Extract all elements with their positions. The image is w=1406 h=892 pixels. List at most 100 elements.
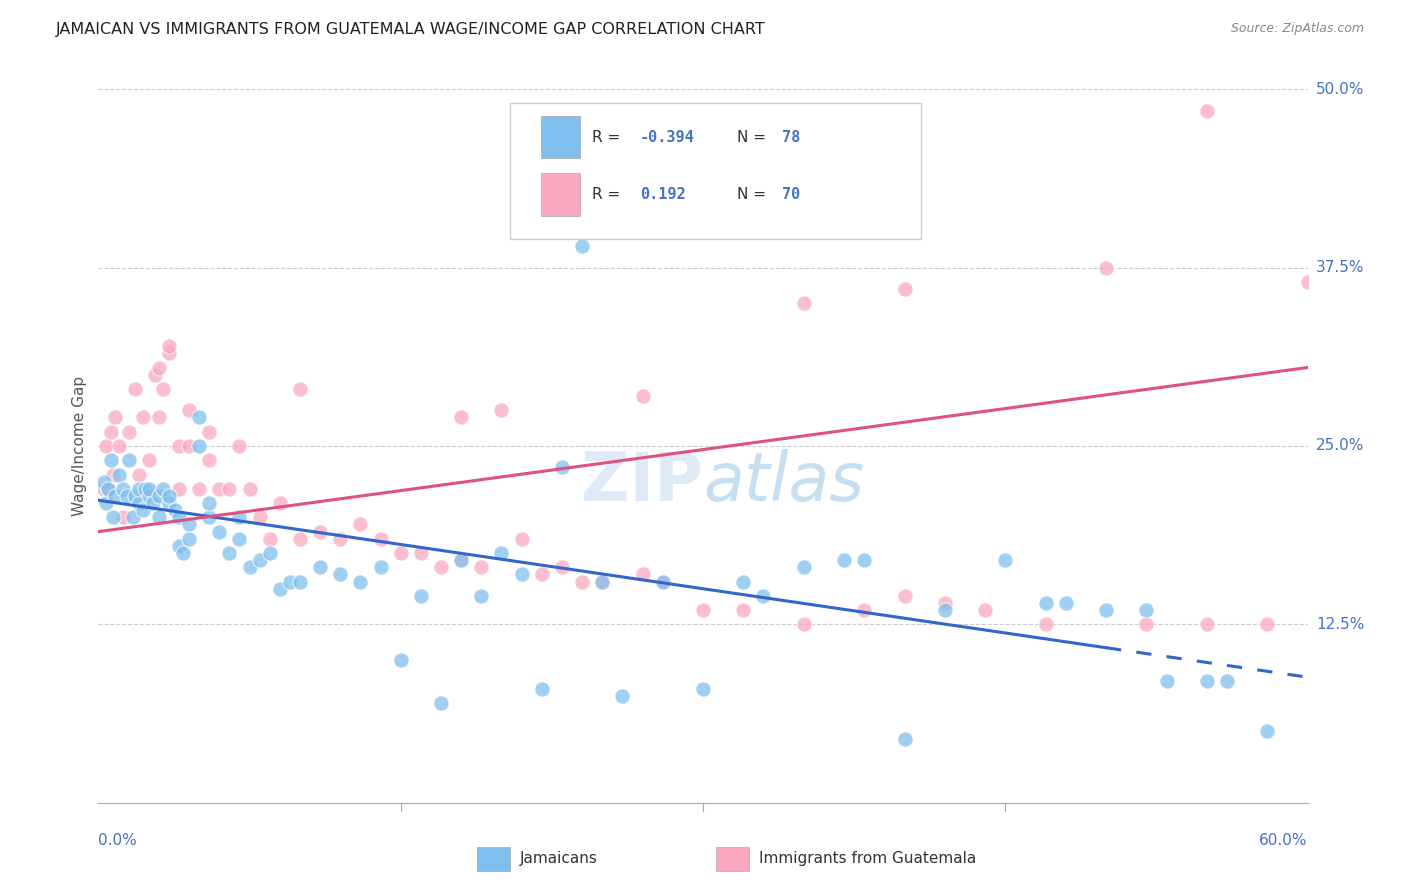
Point xyxy=(111,510,134,524)
Point xyxy=(1135,617,1157,632)
Point xyxy=(179,517,201,532)
Point xyxy=(793,296,815,310)
Point xyxy=(1296,275,1319,289)
Point xyxy=(288,382,311,396)
Text: 78: 78 xyxy=(782,130,800,145)
Point xyxy=(994,553,1017,567)
Point xyxy=(288,532,311,546)
Point xyxy=(132,410,155,425)
Point xyxy=(100,425,122,439)
Point xyxy=(188,482,211,496)
Point xyxy=(138,453,160,467)
Point xyxy=(934,603,956,617)
Text: 0.192: 0.192 xyxy=(640,187,686,202)
Point xyxy=(450,410,472,425)
Point xyxy=(259,532,281,546)
Point xyxy=(551,460,574,475)
Point xyxy=(631,567,654,582)
FancyBboxPatch shape xyxy=(541,116,579,159)
Point xyxy=(853,553,876,567)
Point xyxy=(157,496,180,510)
Point xyxy=(1035,596,1057,610)
Point xyxy=(530,681,553,696)
Point xyxy=(409,546,432,560)
Text: Immigrants from Guatemala: Immigrants from Guatemala xyxy=(759,852,977,866)
Point xyxy=(893,731,915,746)
Point xyxy=(208,524,231,539)
Point xyxy=(228,439,250,453)
Point xyxy=(148,410,170,425)
Point xyxy=(893,589,915,603)
Point xyxy=(409,589,432,603)
Point xyxy=(152,382,174,396)
Point xyxy=(132,503,155,517)
Point xyxy=(893,282,915,296)
Point xyxy=(1195,674,1218,689)
Point xyxy=(470,560,492,574)
Text: atlas: atlas xyxy=(703,449,865,515)
Point xyxy=(853,603,876,617)
Point xyxy=(96,496,118,510)
Point xyxy=(349,517,371,532)
Text: Source: ZipAtlas.com: Source: ZipAtlas.com xyxy=(1230,22,1364,36)
Point xyxy=(128,496,150,510)
Point xyxy=(329,532,352,546)
Point xyxy=(651,574,673,589)
Point xyxy=(793,560,815,574)
Point xyxy=(157,346,180,360)
Point xyxy=(309,560,332,574)
Point xyxy=(115,489,138,503)
Y-axis label: Wage/Income Gap: Wage/Income Gap xyxy=(72,376,87,516)
Point xyxy=(121,510,143,524)
Point xyxy=(198,510,221,524)
Point xyxy=(198,496,221,510)
Point xyxy=(138,489,160,503)
Point xyxy=(218,482,240,496)
Point xyxy=(733,574,755,589)
Point xyxy=(167,482,190,496)
Point xyxy=(934,596,956,610)
Point xyxy=(138,482,160,496)
Text: 12.5%: 12.5% xyxy=(1316,617,1364,632)
Point xyxy=(370,560,392,574)
Point xyxy=(974,603,997,617)
Point xyxy=(157,339,180,353)
Point xyxy=(101,467,124,482)
Point xyxy=(752,589,775,603)
Point xyxy=(591,574,613,589)
Point xyxy=(530,567,553,582)
Point xyxy=(134,482,156,496)
Text: 50.0%: 50.0% xyxy=(1316,82,1364,96)
Text: ZIP: ZIP xyxy=(581,449,703,515)
Point xyxy=(111,482,134,496)
Point xyxy=(143,368,166,382)
Point xyxy=(97,482,120,496)
Point xyxy=(188,410,211,425)
Point xyxy=(551,560,574,574)
FancyBboxPatch shape xyxy=(541,173,579,216)
Point xyxy=(1035,617,1057,632)
Point xyxy=(510,567,533,582)
Text: 0.0%: 0.0% xyxy=(98,833,138,848)
Point xyxy=(733,603,755,617)
Point xyxy=(1216,674,1239,689)
Point xyxy=(228,510,250,524)
Text: 60.0%: 60.0% xyxy=(1260,833,1308,848)
Point xyxy=(288,574,311,589)
Point xyxy=(278,574,301,589)
Text: N =: N = xyxy=(737,187,770,202)
Point xyxy=(198,425,221,439)
Point xyxy=(450,553,472,567)
Text: -0.394: -0.394 xyxy=(640,130,695,145)
Point xyxy=(100,453,122,467)
Point xyxy=(269,496,291,510)
Point xyxy=(1256,617,1278,632)
Point xyxy=(148,510,170,524)
Point xyxy=(239,560,262,574)
Point xyxy=(1095,603,1118,617)
Point xyxy=(631,389,654,403)
Point xyxy=(179,403,201,417)
Point xyxy=(793,617,815,632)
Point xyxy=(571,239,593,253)
Point xyxy=(430,560,453,574)
